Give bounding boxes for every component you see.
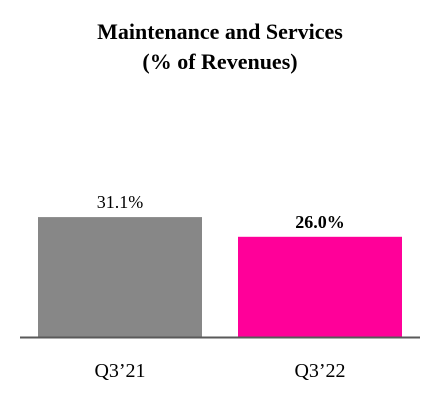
- chart-title-line-1: Maintenance and Services: [97, 19, 343, 44]
- chart-subtitle-line-2: (% of Revenues): [142, 49, 298, 74]
- bar-1: [38, 217, 202, 337]
- data-label-1: 31.1%: [97, 192, 144, 212]
- x-tick-label-1: Q3’21: [94, 360, 145, 382]
- data-label-2: 26.0%: [295, 212, 345, 232]
- bar-2: [238, 236, 402, 337]
- x-tick-label-2: Q3’22: [294, 360, 345, 382]
